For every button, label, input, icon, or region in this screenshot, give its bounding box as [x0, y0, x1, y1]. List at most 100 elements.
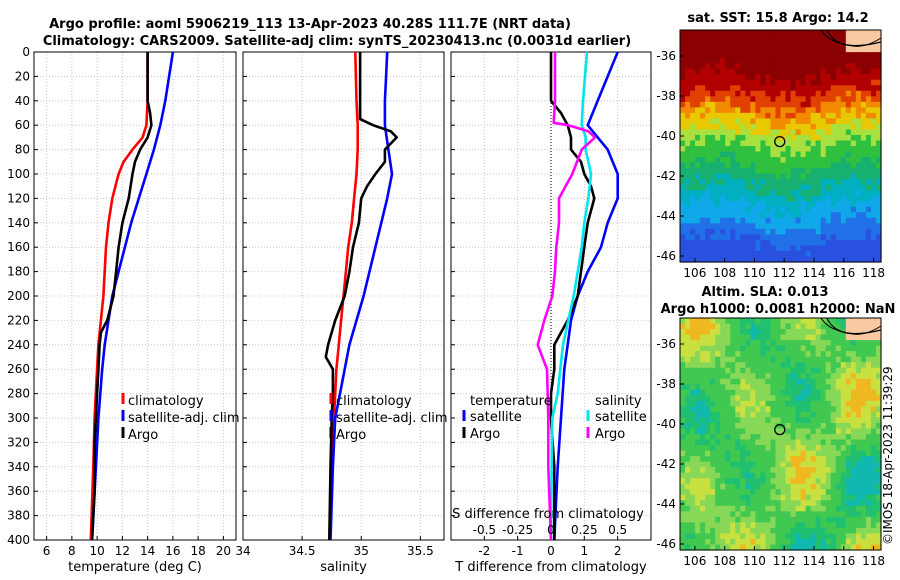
- map-cell: [745, 362, 751, 369]
- map-cell: [825, 472, 832, 479]
- y-tick-label: 240: [7, 338, 30, 352]
- map-cell: [780, 533, 787, 540]
- map-cell: [730, 162, 736, 169]
- map-cell: [755, 256, 762, 263]
- map-cell: [690, 123, 696, 131]
- legend-label: climatology: [336, 394, 412, 409]
- map-cell: [770, 400, 777, 407]
- map-cell: [750, 190, 756, 197]
- map-cell: [765, 195, 772, 202]
- map-cell: [800, 74, 807, 81]
- map-cell: [750, 101, 756, 108]
- map-cell: [785, 234, 792, 241]
- map-cell: [685, 500, 691, 507]
- map-cell: [855, 329, 862, 336]
- map-cell: [785, 217, 792, 224]
- map-cell: [750, 46, 756, 53]
- map-cell: [785, 151, 792, 158]
- map-cell: [870, 389, 877, 396]
- map-cell: [745, 323, 751, 330]
- map-cell: [690, 533, 696, 540]
- map-cell: [720, 190, 726, 197]
- map-cell: [785, 239, 792, 247]
- map-cell: [875, 428, 882, 435]
- map-cell: [785, 201, 792, 208]
- map-cell: [845, 201, 852, 208]
- map-cell: [840, 494, 847, 501]
- map-cell: [740, 378, 746, 385]
- map-cell: [825, 489, 832, 496]
- map-cell: [850, 195, 857, 202]
- map-cell: [815, 323, 822, 330]
- map-cell: [680, 428, 686, 435]
- map-cell: [840, 478, 847, 485]
- map-cell: [790, 228, 797, 235]
- map-cell: [735, 461, 741, 468]
- map-cell: [690, 329, 696, 336]
- map-cell: [800, 206, 807, 213]
- map-cell: [745, 345, 751, 352]
- map-cell: [810, 422, 817, 430]
- map-cell: [805, 57, 812, 64]
- map-cell: [855, 146, 862, 153]
- map-cell: [765, 467, 772, 474]
- x-tick-label: 118: [862, 554, 885, 568]
- map-cell: [830, 146, 837, 153]
- map-cell: [700, 351, 706, 358]
- map-cell: [840, 389, 847, 396]
- map-cell: [840, 46, 847, 53]
- map-cell: [775, 173, 782, 180]
- sla-map-title: Altim. SLA: 0.013: [702, 285, 829, 300]
- map-cell: [835, 151, 842, 158]
- map-cell: [840, 516, 847, 523]
- map-cell: [765, 395, 772, 402]
- map-cell: [760, 395, 767, 402]
- map-cell: [865, 472, 872, 479]
- map-cell: [790, 184, 797, 191]
- map-cell: [690, 201, 696, 208]
- map-cell: [700, 151, 706, 158]
- map-cell: [755, 52, 762, 59]
- map-cell: [680, 162, 686, 169]
- map-cell: [740, 318, 746, 325]
- map-cell: [780, 52, 787, 59]
- map-cell: [780, 428, 787, 435]
- map-cell: [875, 323, 882, 330]
- map-cell: [805, 217, 812, 224]
- map-cell: [750, 52, 756, 59]
- map-cell: [835, 533, 842, 540]
- map-cell: [860, 68, 867, 75]
- map-cell: [755, 362, 762, 369]
- map-cell: [715, 112, 721, 119]
- map-cell: [760, 217, 767, 224]
- map-cell: [685, 384, 691, 391]
- map-cell: [700, 245, 706, 252]
- x-tick-label: 2: [614, 544, 622, 558]
- map-cell: [820, 234, 827, 241]
- map-cell: [715, 334, 721, 341]
- map-cell: [790, 234, 797, 241]
- map-cell: [680, 467, 686, 474]
- series-line-satellite-t-diff: [553, 51, 620, 541]
- map-cell: [720, 417, 726, 424]
- map-cell: [800, 30, 807, 37]
- map-cell: [800, 256, 807, 263]
- y-tick-label: 260: [7, 362, 30, 376]
- map-cell: [785, 494, 792, 501]
- map-cell: [875, 96, 882, 103]
- map-cell: [850, 35, 857, 42]
- map-cell: [840, 500, 847, 507]
- map-cell: [685, 411, 691, 419]
- map-cell: [760, 74, 767, 81]
- map-cell: [740, 406, 746, 413]
- map-cell: [690, 46, 696, 53]
- map-cell: [780, 57, 787, 64]
- map-cell: [875, 345, 882, 352]
- map-cell: [710, 90, 716, 97]
- map-cell: [825, 46, 832, 53]
- map-cell: [750, 146, 756, 153]
- map-cell: [845, 52, 852, 59]
- map-cell: [695, 334, 701, 341]
- map-cell: [835, 250, 842, 258]
- map-cell: [795, 195, 802, 202]
